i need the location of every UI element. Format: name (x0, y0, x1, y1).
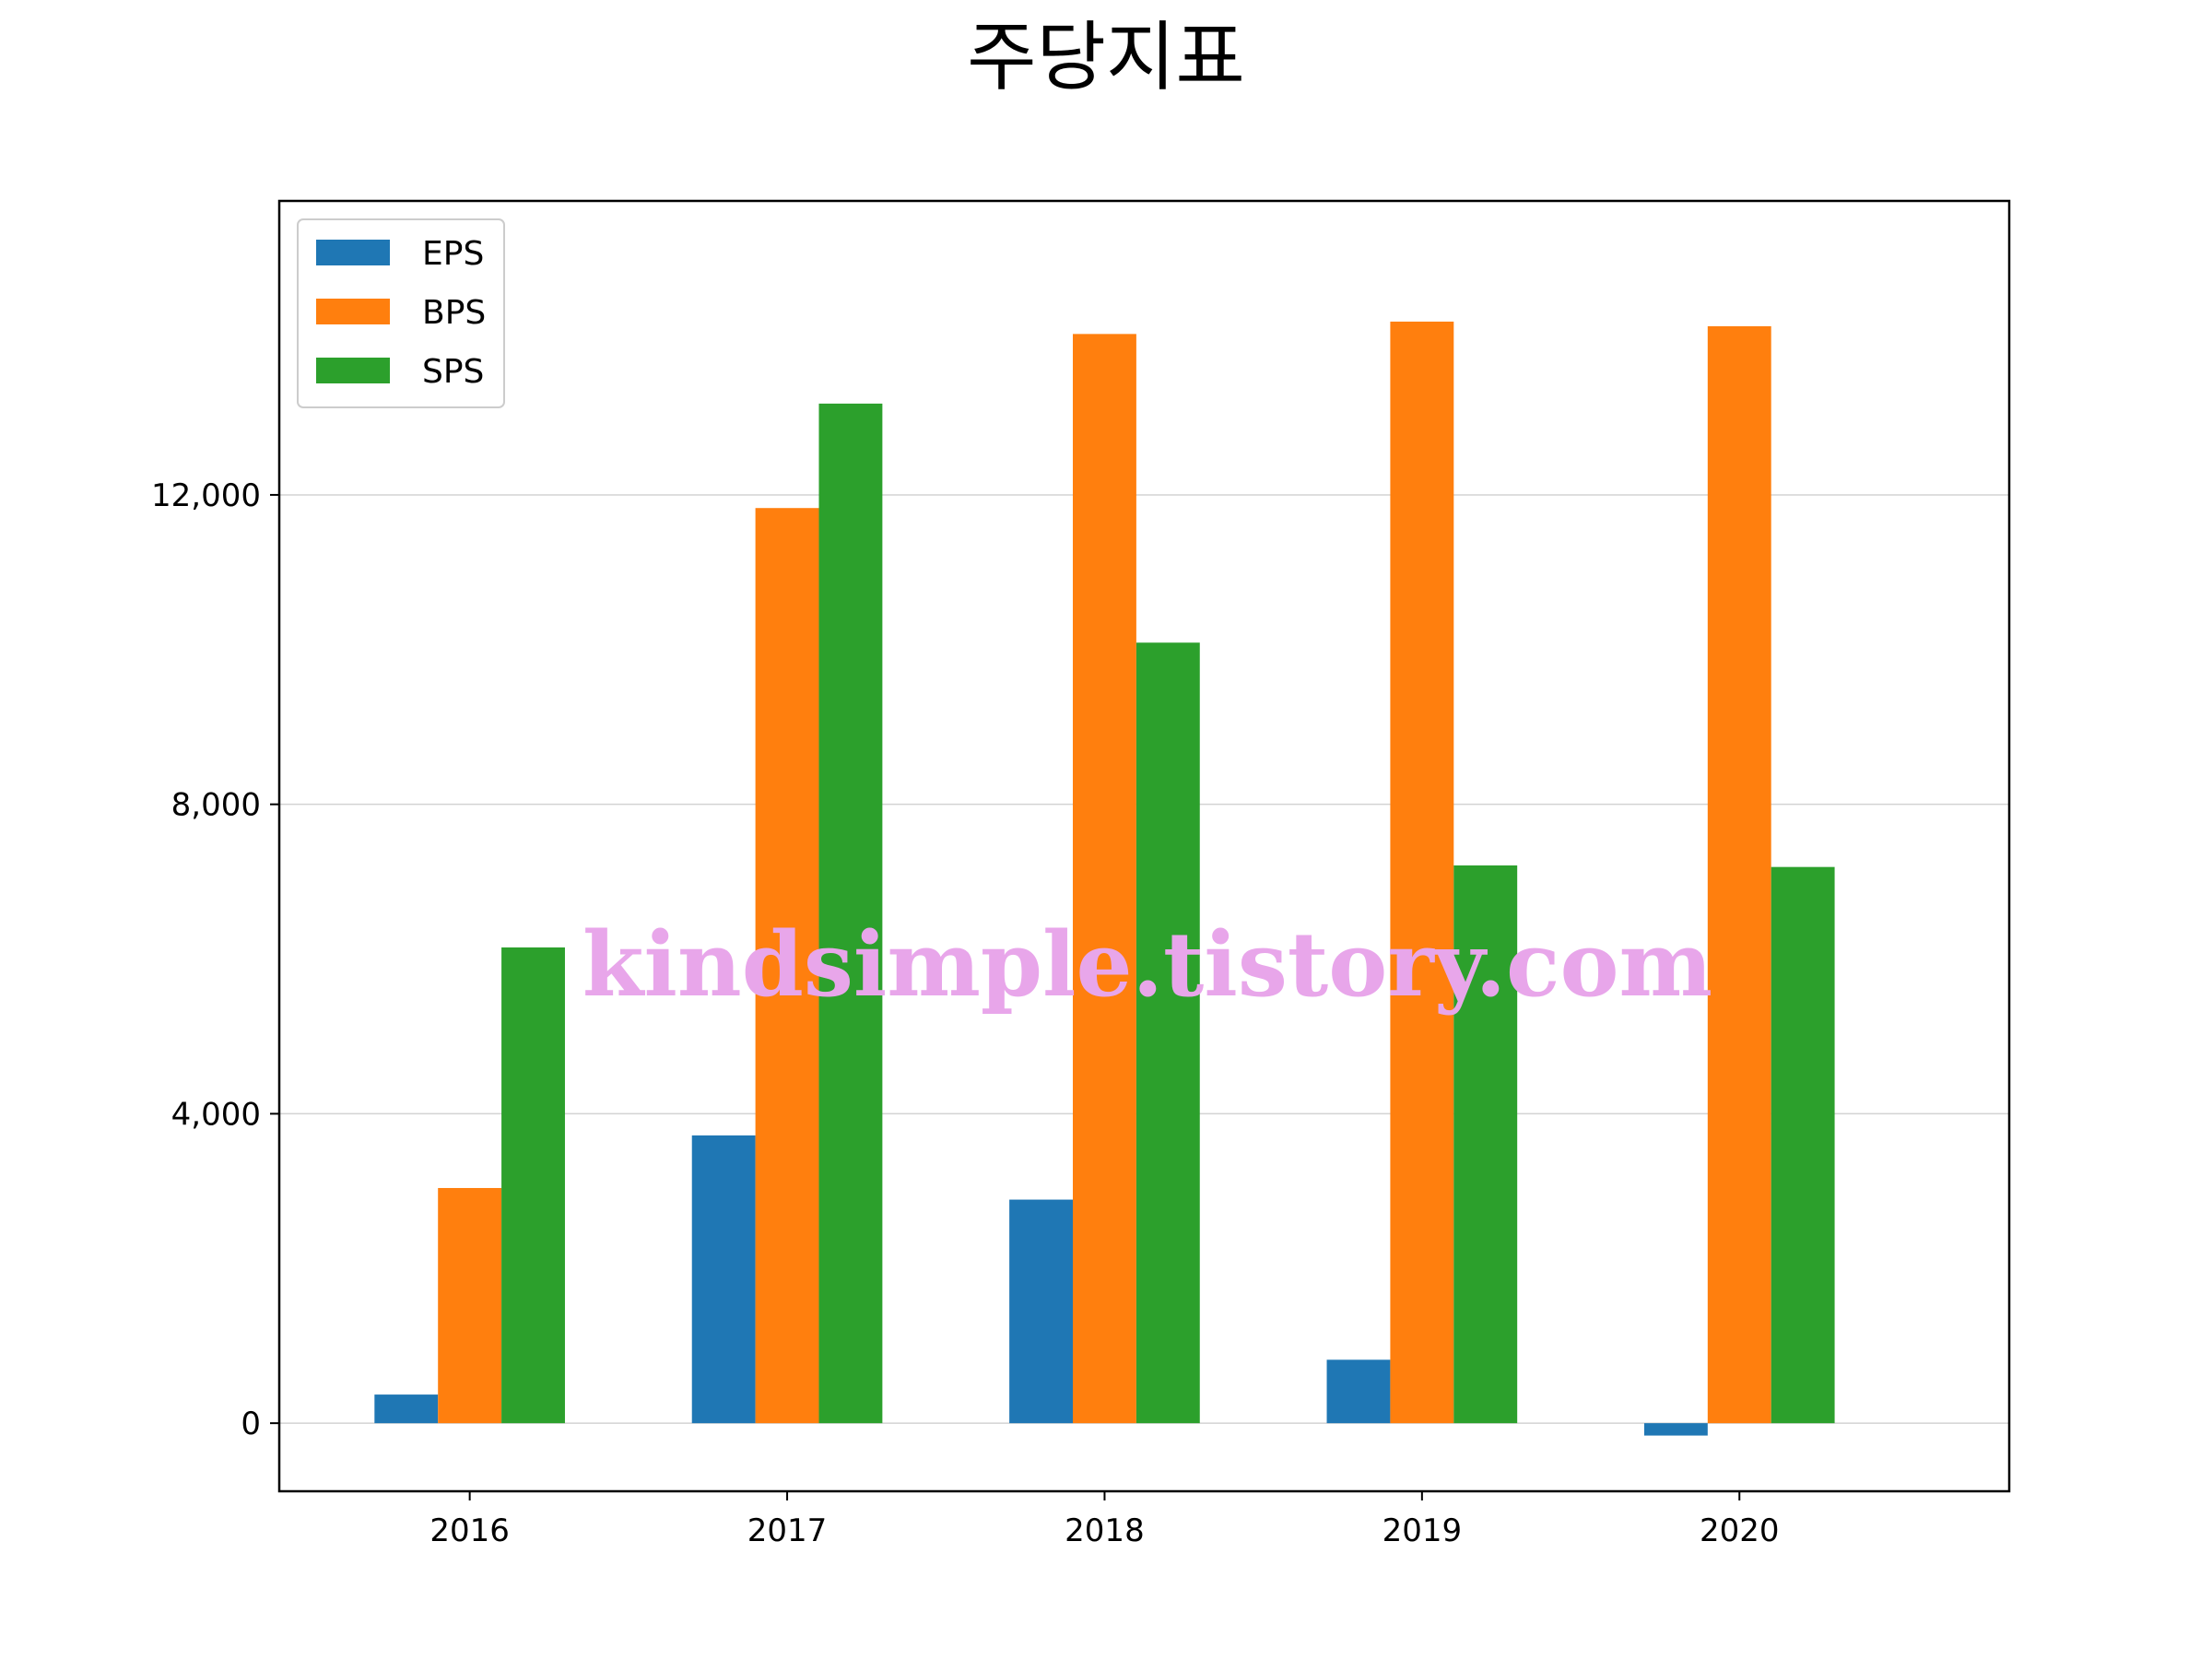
bar-eps-2019 (1326, 1359, 1391, 1424)
x-tick-label: 2017 (747, 1512, 828, 1549)
bar-eps-2018 (1009, 1199, 1074, 1424)
watermark-text: kindsimple.tistory.com (582, 912, 1712, 1017)
y-tick-label: 8,000 (171, 787, 261, 824)
legend-label-sps: SPS (422, 353, 484, 391)
legend-label-eps: EPS (422, 235, 484, 273)
bar-eps-2020 (1643, 1423, 1708, 1436)
bar-sps-2019 (1453, 865, 1518, 1424)
bar-bps-2016 (438, 1187, 502, 1424)
bar-bps-2019 (1390, 321, 1454, 1424)
bar-bps-2017 (755, 508, 819, 1424)
legend: EPS BPS SPS (297, 218, 505, 408)
bar-sps-2018 (1135, 642, 1200, 1424)
legend-label-bps: BPS (422, 294, 486, 332)
x-axis: 2016 2017 2018 2019 2020 (429, 1491, 1780, 1549)
y-tick-label: 4,000 (171, 1096, 261, 1133)
x-tick-label: 2016 (429, 1512, 510, 1549)
legend-swatch-bps (316, 299, 390, 324)
legend-swatch-eps (316, 240, 390, 265)
bar-bps-2018 (1073, 334, 1136, 1424)
y-axis: 0 4,000 8,000 12,000 (151, 477, 279, 1442)
bar-eps-2017 (691, 1135, 756, 1424)
y-tick-label: 12,000 (151, 477, 261, 514)
bars (374, 321, 1835, 1436)
bar-sps-2020 (1771, 866, 1835, 1424)
plot-frame (277, 199, 2011, 1493)
x-tick-label: 2020 (1700, 1512, 1780, 1549)
legend-swatch-sps (316, 358, 390, 383)
chart-title: 주당지표 (967, 14, 1245, 101)
bar-sps-2016 (501, 947, 565, 1424)
bar-eps-2016 (374, 1394, 439, 1424)
y-tick-label: 0 (241, 1406, 261, 1442)
bar-bps-2020 (1707, 325, 1771, 1424)
bar-sps-2017 (818, 403, 883, 1424)
x-tick-label: 2018 (1065, 1512, 1145, 1549)
x-tick-label: 2019 (1382, 1512, 1463, 1549)
